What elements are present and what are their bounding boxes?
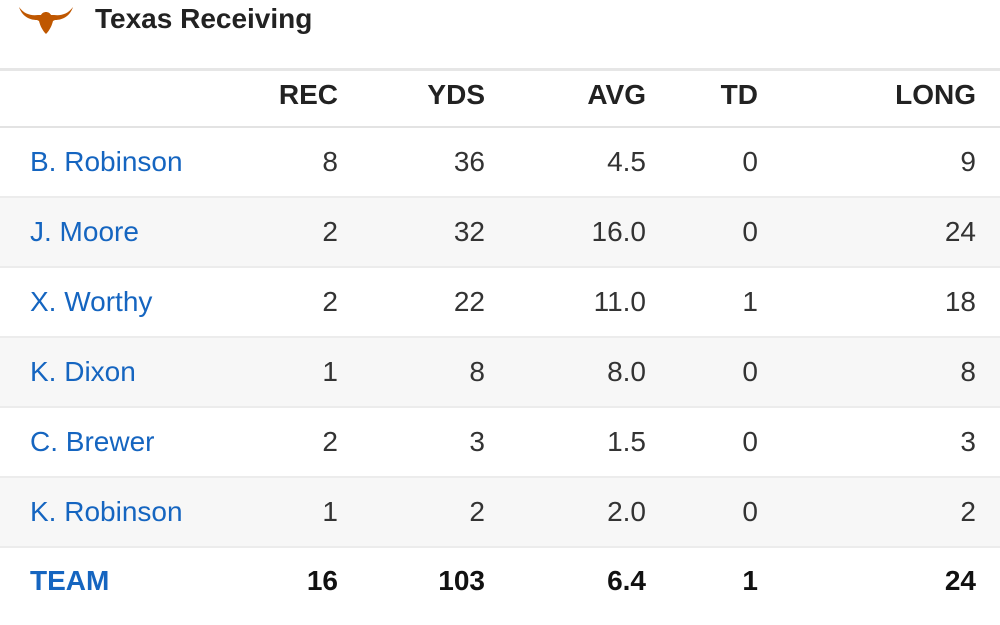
td-cell: 0	[742, 495, 758, 527]
td-cell: 0	[742, 145, 758, 177]
long-cell: 2	[960, 495, 976, 527]
long-cell: 9	[960, 145, 976, 177]
player-link[interactable]: C. Brewer	[30, 425, 155, 457]
rec-cell: 2	[322, 425, 338, 457]
rec-cell: 8	[322, 145, 338, 177]
rec-cell: 1	[322, 355, 338, 387]
long-cell: 24	[944, 215, 976, 247]
td-cell: 0	[742, 355, 758, 387]
yds-total: 103	[438, 565, 485, 596]
td-total: 1	[742, 565, 758, 596]
long-cell: 3	[960, 425, 976, 457]
avg-cell: 4.5	[607, 145, 646, 177]
receiving-stats-table: REC YDS AVG TD LONG B. Robinson 8 36 4.5…	[0, 68, 1000, 615]
yds-cell: 8	[469, 355, 485, 387]
column-header-avg: AVG	[587, 78, 646, 110]
column-header-rec: REC	[278, 78, 338, 110]
yds-cell: 22	[453, 285, 485, 317]
table-row: X. Worthy 2 22 11.0 1 18	[0, 267, 1000, 337]
column-header-yds: YDS	[427, 78, 485, 110]
player-link[interactable]: K. Dixon	[30, 355, 136, 387]
player-link[interactable]: X. Worthy	[30, 285, 153, 317]
table-row: B. Robinson 8 36 4.5 0 9	[0, 127, 1000, 197]
column-header-player	[0, 70, 220, 127]
player-link[interactable]: J. Moore	[30, 215, 139, 247]
yds-cell: 36	[453, 145, 485, 177]
player-link[interactable]: B. Robinson	[30, 145, 183, 177]
avg-cell: 1.5	[607, 425, 646, 457]
column-header-td: TD	[720, 78, 758, 110]
long-cell: 18	[944, 285, 976, 317]
team-totals-row: TEAM 16 103 6.4 1 24	[0, 547, 1000, 615]
rec-total: 16	[306, 565, 338, 596]
rec-cell: 2	[322, 215, 338, 247]
table-row: K. Robinson 1 2 2.0 0 2	[0, 476, 1000, 547]
team-label: TEAM	[30, 565, 110, 596]
longhorn-icon	[19, 7, 73, 34]
page-title: Texas Receiving	[95, 3, 313, 34]
rec-cell: 1	[322, 495, 338, 527]
avg-cell: 2.0	[607, 495, 646, 527]
avg-cell: 8.0	[607, 355, 646, 387]
rec-cell: 2	[322, 285, 338, 317]
td-cell: 0	[742, 425, 758, 457]
yds-cell: 3	[469, 425, 485, 457]
table-row: K. Dixon 1 8 8.0 0 8	[0, 336, 1000, 407]
long-cell: 8	[960, 355, 976, 387]
long-total: 24	[944, 565, 976, 596]
yds-cell: 32	[453, 215, 485, 247]
table-row: C. Brewer 2 3 1.5 0 3	[0, 407, 1000, 477]
avg-cell: 11.0	[593, 285, 646, 317]
td-cell: 1	[742, 285, 758, 317]
player-link[interactable]: K. Robinson	[30, 495, 183, 527]
yds-cell: 2	[469, 495, 485, 527]
team-header: Texas Receiving	[0, 0, 1000, 68]
avg-total: 6.4	[607, 565, 646, 596]
column-header-long: LONG	[895, 78, 976, 110]
table-header-row: REC YDS AVG TD LONG	[0, 69, 1000, 127]
avg-cell: 16.0	[591, 215, 647, 247]
td-cell: 0	[742, 215, 758, 247]
table-row: J. Moore 2 32 16.0 0 24	[0, 196, 1000, 267]
